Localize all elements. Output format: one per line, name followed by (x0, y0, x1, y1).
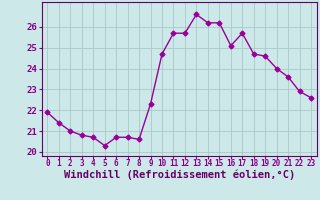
X-axis label: Windchill (Refroidissement éolien,°C): Windchill (Refroidissement éolien,°C) (64, 170, 295, 180)
